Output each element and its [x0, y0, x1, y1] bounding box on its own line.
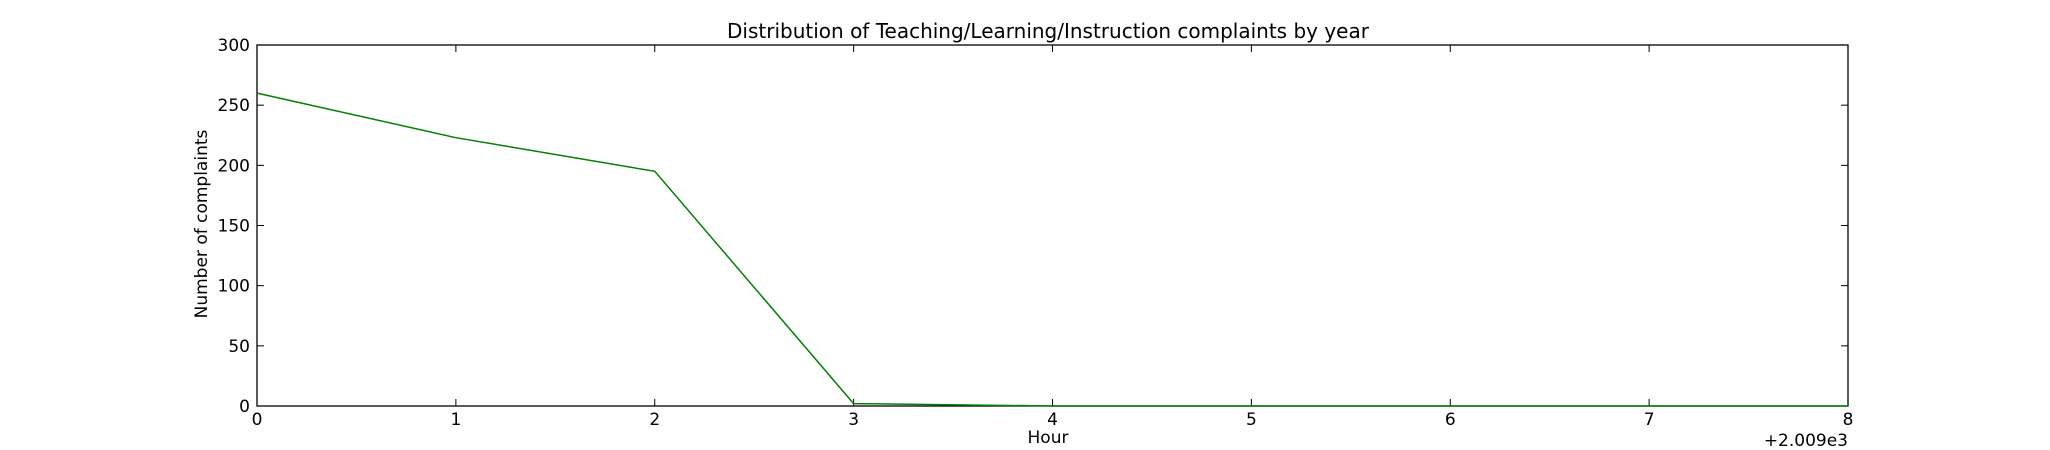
y-tick-label-4: 200 [218, 156, 250, 176]
x-tick-label-2: 2 [649, 410, 660, 430]
chart-title: Distribution of Teaching/Learning/Instru… [727, 19, 1370, 43]
axes: 0 1 2 3 4 5 6 7 8 0 50 100 150 200 250 300 [218, 36, 1854, 430]
x-tick-label-1: 1 [450, 410, 461, 430]
x-tick-label-3: 3 [848, 410, 859, 430]
series-line-0 [256, 92, 1848, 407]
x-tick-label-4: 4 [1047, 410, 1058, 430]
plot-area [256, 92, 1849, 407]
y-tick-label-0: 0 [239, 397, 250, 417]
x-tick-label-7: 7 [1644, 410, 1655, 430]
x-tick-label-5: 5 [1246, 410, 1257, 430]
y-tick-label-3: 150 [218, 217, 250, 237]
x-axis-label: Hour [1028, 428, 1069, 448]
y-tick-label-5: 250 [218, 96, 250, 116]
x-tick-label-6: 6 [1445, 410, 1456, 430]
y-axis-label: Number of complaints [192, 129, 212, 318]
plot-frame [256, 44, 1849, 407]
y-tick-label-2: 100 [218, 277, 250, 297]
x-tick-label-8: 8 [1843, 410, 1854, 430]
y-tick-label-6: 300 [218, 36, 250, 56]
x-axis-offset-label: +2.009e3 [1764, 431, 1848, 450]
y-tick-label-1: 50 [228, 337, 250, 357]
x-tick-label-0: 0 [252, 410, 263, 430]
